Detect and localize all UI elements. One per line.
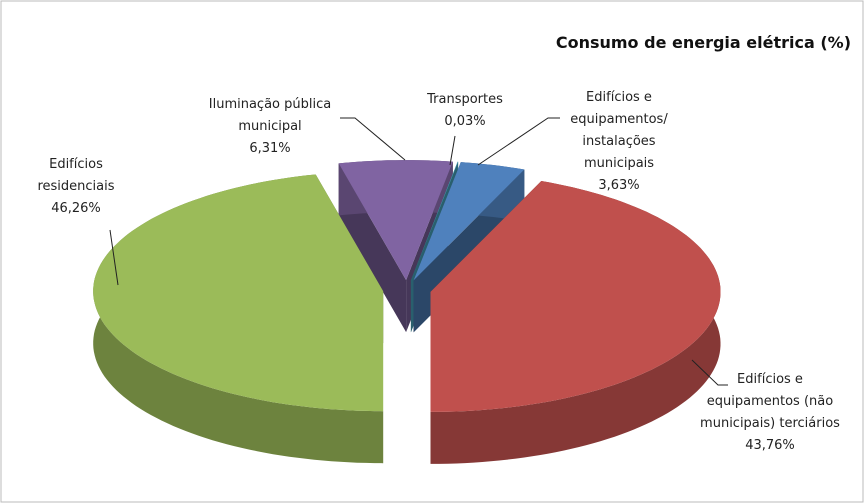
leader-line: [340, 117, 406, 161]
slice: [93, 174, 384, 412]
slice-label: Edifícios residenciais 46,26%: [30, 154, 122, 220]
value-label: 6,31%: [249, 141, 291, 156]
value-label: 0,03%: [444, 114, 486, 129]
slice-label: Iluminação pública municipal 6,31%: [190, 94, 350, 160]
slice-label: Edifícios e equipamentos (não municipais…: [700, 369, 840, 457]
category-label: Edifícios residenciais: [37, 157, 115, 194]
value-label: 46,26%: [51, 201, 101, 216]
category-label: Edifícios e equipamentos/ instalações mu…: [570, 90, 668, 171]
slice: [413, 162, 525, 281]
leader-line: [449, 135, 456, 166]
slice-label: Transportes 0,03%: [405, 89, 525, 133]
value-label: 43,76%: [745, 438, 795, 453]
leader-line: [109, 229, 119, 286]
category-label: Transportes: [427, 92, 503, 107]
category-label: Iluminação pública municipal: [208, 97, 332, 134]
slice: [410, 161, 459, 281]
leader-line: [691, 359, 728, 386]
pie: [93, 160, 721, 464]
chart-title: Consumo de energia elétrica (%): [555, 33, 851, 52]
leader-line: [477, 117, 560, 166]
leader-lines: [109, 117, 728, 386]
slice: [338, 160, 453, 281]
slice-label: Edifícios e equipamentos/ instalações mu…: [560, 87, 678, 197]
value-label: 3,63%: [598, 178, 640, 193]
category-label: Edifícios e equipamentos (não municipais…: [700, 372, 840, 431]
slice: [430, 181, 721, 412]
